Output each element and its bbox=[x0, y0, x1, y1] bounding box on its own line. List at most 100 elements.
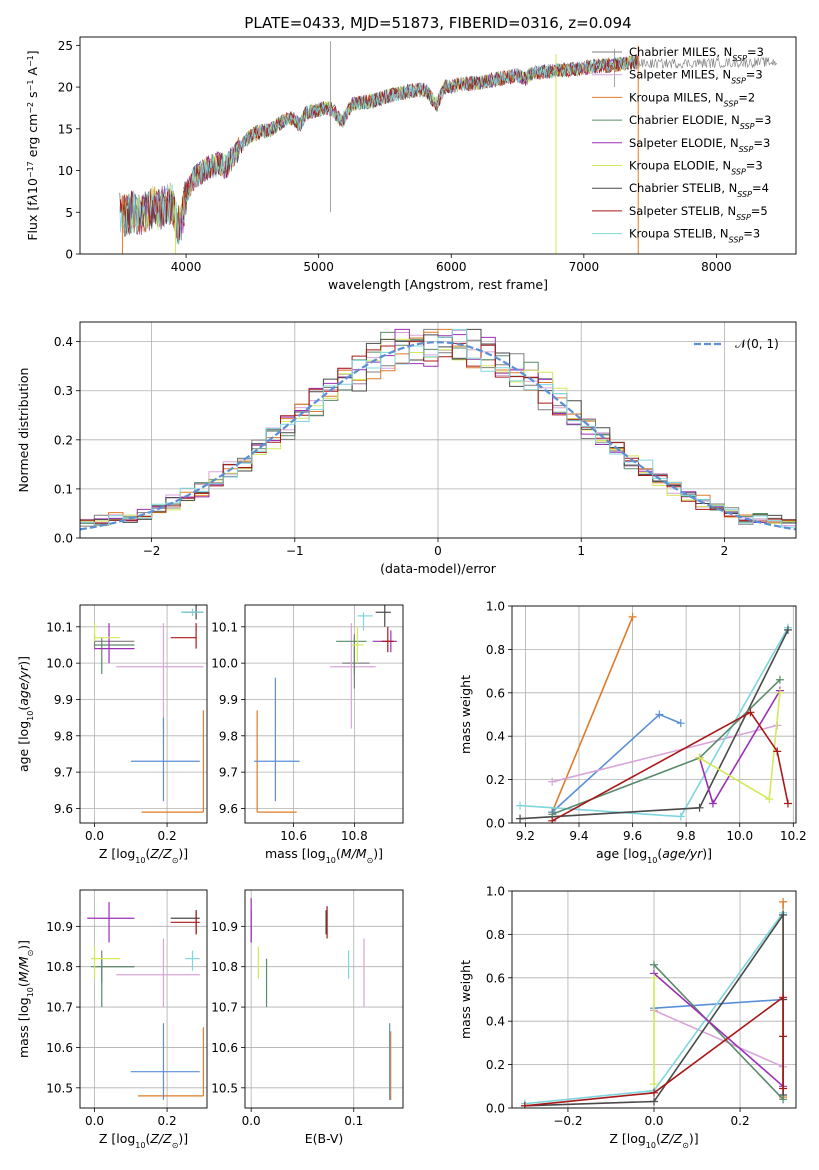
series-line bbox=[653, 998, 784, 1009]
y-tick-label: 10.9 bbox=[46, 920, 73, 934]
y-tick-label: 0.2 bbox=[486, 1058, 505, 1072]
series-point bbox=[779, 897, 788, 906]
spectrum-line bbox=[122, 55, 640, 243]
series-point bbox=[655, 710, 664, 719]
spectrum-line bbox=[122, 54, 640, 236]
x-tick-label: −1 bbox=[286, 544, 304, 558]
series-point bbox=[746, 708, 755, 717]
y-tick-label: 10.7 bbox=[46, 1001, 73, 1015]
legend-entry: Salpeter MILES, NSSP=3 bbox=[629, 68, 763, 86]
panel-spectrum: 4000 5000 6000 7000 8000 0 5 10 15 20 25 wavelength… bbox=[25, 36, 797, 292]
spectrum-line bbox=[119, 55, 640, 241]
legend-entry: Chabrier ELODIE, NSSP=3 bbox=[629, 113, 771, 131]
plot-area bbox=[245, 605, 403, 823]
axes-frame bbox=[511, 605, 797, 824]
spectrum-line bbox=[119, 56, 640, 245]
x-axis-label: Z [log10(Z/Z⊙)] bbox=[99, 1131, 188, 1150]
legend-entry: 𝒩(0, 1) bbox=[735, 337, 779, 351]
y-tick-label: 10.8 bbox=[211, 960, 238, 974]
x-tick-label: 0.1 bbox=[344, 1114, 363, 1128]
series-line bbox=[653, 972, 784, 1087]
series-point bbox=[628, 612, 637, 621]
legend-entry: Kroupa MILES, NSSP=2 bbox=[629, 90, 755, 108]
series-point bbox=[650, 960, 658, 969]
panel-weight-vs-age: 9.2 9.4 9.6 9.8 10.0 10.2 0.0 0.2 0.4 0.6 0.8 1.0 ag… bbox=[458, 600, 807, 865]
y-tick-label: 0.2 bbox=[486, 773, 505, 787]
y-tick-label: 20 bbox=[58, 81, 73, 95]
y-tick-label: 10.1 bbox=[46, 620, 73, 634]
spectrum-line bbox=[122, 54, 640, 233]
y-tick-label: 10.1 bbox=[211, 620, 238, 634]
plot-area bbox=[512, 891, 796, 1108]
x-tick-label: 0.0 bbox=[242, 1114, 261, 1128]
panel-residuals: −2 −1 0 1 2 0.0 0.1 0.2 0.3 0.4 (data-model)/error… bbox=[16, 321, 797, 576]
x-axis-label: mass [log10(M/M⊙)] bbox=[265, 846, 383, 865]
series-point bbox=[695, 753, 704, 762]
series-point bbox=[676, 719, 685, 728]
x-tick-label: −2 bbox=[143, 544, 161, 558]
y-tick-label: 10 bbox=[58, 164, 73, 178]
x-tick-label: 7000 bbox=[569, 260, 600, 274]
x-tick-label: 0.2 bbox=[158, 829, 177, 843]
histogram-step bbox=[80, 328, 796, 528]
x-axis-label: Z [log10(Z/Z⊙)] bbox=[609, 1131, 698, 1150]
x-axis-label: E(B-V) bbox=[305, 1131, 344, 1146]
y-tick-label: 0.0 bbox=[54, 532, 73, 546]
histogram-step bbox=[80, 328, 796, 526]
normal-curve bbox=[80, 341, 796, 531]
x-tick-label: 1 bbox=[577, 544, 585, 558]
legend-entry: Salpeter STELIB, NSSP=5 bbox=[629, 204, 768, 222]
spectrum-line bbox=[122, 55, 640, 244]
x-tick-label: 5000 bbox=[303, 260, 334, 274]
series-line bbox=[551, 616, 634, 813]
x-tick-label: 0.2 bbox=[731, 1114, 750, 1128]
x-tick-label: 0.2 bbox=[158, 1114, 177, 1128]
series-point bbox=[695, 803, 704, 812]
x-tick-label: 2 bbox=[721, 544, 729, 558]
x-tick-label: 10.2 bbox=[780, 829, 807, 843]
series-line bbox=[653, 1009, 784, 1068]
y-tick-label: 1.0 bbox=[486, 600, 505, 614]
series-point bbox=[779, 910, 788, 919]
y-tick-label: 0.1 bbox=[54, 482, 73, 496]
series-point bbox=[765, 795, 774, 804]
axes-frame bbox=[511, 890, 797, 1109]
plot-area bbox=[119, 41, 778, 254]
spectrum-line bbox=[122, 54, 640, 236]
y-tick-label: 15 bbox=[58, 122, 73, 136]
x-tick-label: 0.0 bbox=[644, 1114, 663, 1128]
legend-entry: Chabrier STELIB, NSSP=4 bbox=[629, 181, 769, 199]
axes-frame bbox=[79, 36, 797, 255]
x-tick-label: 9.4 bbox=[569, 829, 588, 843]
series-line bbox=[551, 711, 789, 822]
x-tick-label: 8000 bbox=[701, 260, 732, 274]
x-axis-label: Z [log10(Z/Z⊙)] bbox=[99, 846, 188, 865]
spectrum-line bbox=[122, 55, 640, 241]
series-point bbox=[516, 801, 525, 810]
panel-mass-vs-EBV: 0.0 0.1 10.5 10.6 10.7 10.8 10.9 E(B-V) bbox=[211, 889, 404, 1146]
x-axis-label: age [log10(age/yr)] bbox=[596, 846, 712, 865]
y-tick-label: 10.6 bbox=[46, 1041, 73, 1055]
y-tick-label: 9.9 bbox=[219, 693, 238, 707]
y-tick-label: 0.4 bbox=[486, 1015, 505, 1029]
y-tick-label: 10.8 bbox=[46, 960, 73, 974]
y-tick-label: 0.4 bbox=[486, 730, 505, 744]
series-point bbox=[650, 1097, 658, 1106]
y-tick-label: 9.6 bbox=[54, 802, 73, 816]
y-tick-label: 10.5 bbox=[211, 1081, 238, 1095]
series-point bbox=[708, 799, 717, 808]
figure-title: PLATE=0433, MJD=51873, FIBERID=0316, z=0… bbox=[244, 14, 631, 32]
series-point bbox=[650, 1088, 658, 1097]
x-tick-label: 0 bbox=[434, 544, 442, 558]
x-tick-label: 9.6 bbox=[623, 829, 642, 843]
x-tick-label: 0.0 bbox=[85, 829, 104, 843]
y-tick-label: 9.8 bbox=[219, 729, 238, 743]
series-point bbox=[775, 675, 784, 684]
legend-entry: Salpeter ELODIE, NSSP=3 bbox=[629, 136, 770, 154]
series-point bbox=[779, 993, 788, 1002]
y-tick-label: 10.9 bbox=[211, 920, 238, 934]
y-tick-label: 0.4 bbox=[54, 335, 73, 349]
y-tick-label: 0.8 bbox=[486, 643, 505, 657]
x-tick-label: 9.8 bbox=[677, 829, 696, 843]
y-axis-label: Flux [fλ10−17 erg cm−2 s−1 A−1] bbox=[25, 50, 40, 240]
